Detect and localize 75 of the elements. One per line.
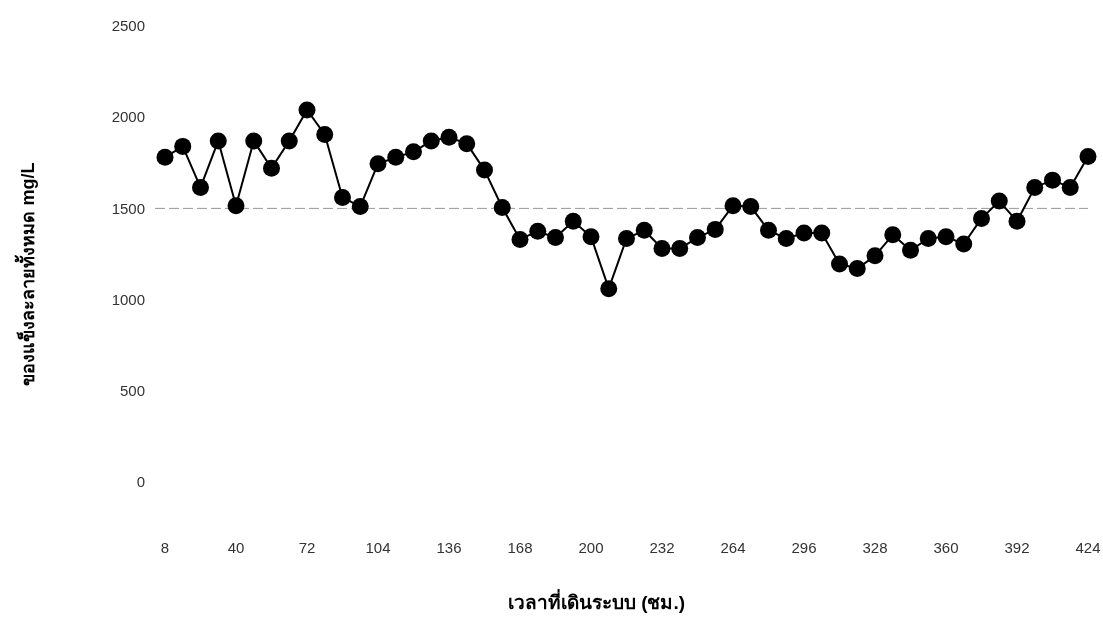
x-tick-label: 40 [227, 539, 245, 556]
x-tick-label: 104 [365, 539, 391, 556]
point [1008, 212, 1026, 230]
point [422, 132, 440, 150]
x-tick-label: 392 [1004, 539, 1030, 556]
point [1044, 171, 1061, 189]
point [777, 230, 795, 247]
point [600, 280, 618, 298]
y-tick-label: 500 [119, 382, 145, 400]
point [902, 241, 919, 259]
x-tick-label: 264 [720, 539, 746, 556]
point [564, 212, 582, 230]
point [724, 197, 742, 215]
point [351, 198, 369, 216]
point [848, 260, 866, 278]
point [511, 230, 529, 248]
point [1079, 147, 1097, 165]
y-tick-label: 1000 [111, 290, 145, 308]
point [671, 240, 689, 258]
point [689, 229, 706, 247]
y-tick-label: 1500 [111, 199, 145, 217]
point [795, 224, 813, 242]
point [369, 155, 387, 173]
x-tick-label: 424 [1075, 539, 1101, 556]
point [529, 222, 547, 240]
point [493, 198, 511, 216]
point [405, 143, 422, 161]
point [192, 178, 209, 196]
point [547, 229, 564, 247]
point [298, 101, 316, 119]
x-tick-label: 136 [436, 539, 462, 556]
x-tick-label: 360 [933, 539, 959, 556]
point [760, 221, 777, 239]
point [458, 135, 476, 153]
point [476, 161, 493, 179]
point [937, 228, 955, 246]
point [706, 220, 724, 238]
x-tick-label: 168 [507, 539, 533, 556]
point [156, 148, 174, 166]
point [316, 126, 334, 144]
x-tick-label: 72 [298, 539, 316, 556]
point [174, 137, 192, 155]
point [919, 230, 937, 247]
point [955, 235, 973, 253]
point [245, 132, 263, 150]
point [209, 132, 227, 150]
point [653, 240, 671, 258]
point [831, 255, 848, 273]
point [334, 188, 351, 206]
y-tick-label: 0 [136, 473, 145, 491]
point [227, 197, 245, 215]
y-tick-label: 2500 [111, 17, 145, 35]
x-axis-title: เวลาที่เดินระบบ (ชม.) [507, 589, 686, 613]
y-axis-title: ของแข็งละลายทั้งหมด mg/L [14, 162, 38, 386]
point [1061, 178, 1079, 196]
point [990, 192, 1008, 210]
point [387, 148, 405, 166]
point [884, 226, 902, 244]
x-tick-label: 232 [649, 539, 675, 556]
point [1026, 178, 1044, 196]
y-tick-label: 2000 [111, 108, 145, 126]
point [440, 128, 458, 146]
x-tick-label: 8 [160, 539, 170, 556]
point [635, 221, 653, 239]
point [742, 198, 760, 216]
point [263, 159, 280, 177]
point [582, 228, 600, 246]
x-tick-label: 200 [578, 539, 604, 556]
point [618, 230, 635, 247]
x-tick-label: 296 [791, 539, 817, 556]
x-tick-label: 328 [862, 539, 888, 556]
point [973, 209, 990, 227]
point [866, 247, 884, 265]
point [280, 132, 298, 150]
point [813, 224, 831, 242]
